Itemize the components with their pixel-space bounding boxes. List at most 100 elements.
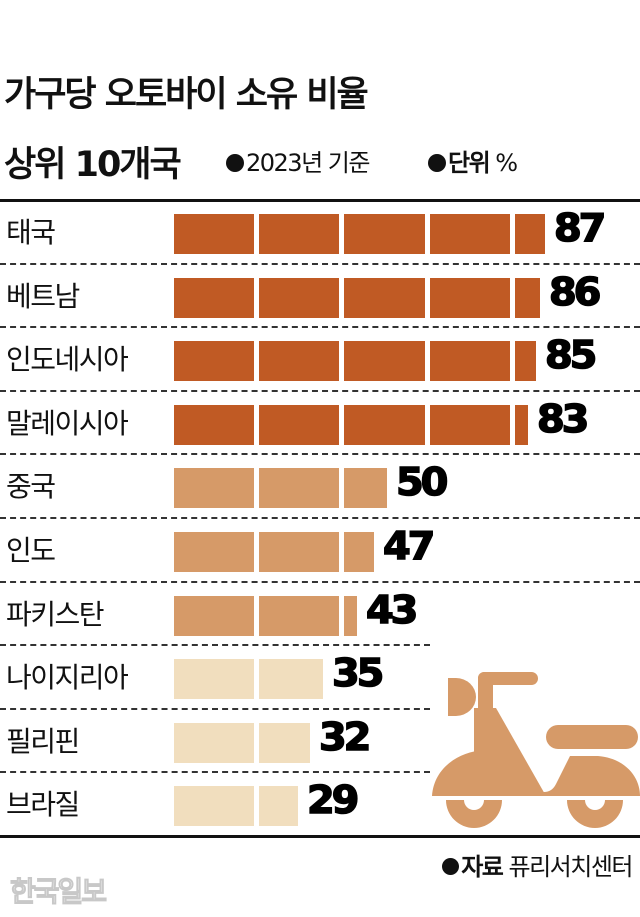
row-divider xyxy=(0,771,430,774)
bar xyxy=(174,341,537,382)
bar xyxy=(174,468,387,509)
bar-row: 인도 47 xyxy=(0,519,640,583)
bar-segment xyxy=(174,722,255,763)
bar-segment xyxy=(429,277,510,318)
row-divider xyxy=(0,644,430,647)
bar-row: 중국 50 xyxy=(0,455,640,519)
bar-segment xyxy=(259,404,340,445)
bar xyxy=(174,786,298,827)
bar xyxy=(174,404,528,445)
legend-unit: 단위 % xyxy=(428,143,518,178)
bullet-icon xyxy=(226,154,244,172)
bar-segment xyxy=(259,659,324,700)
source-note: 자료 퓨리서치센터 xyxy=(442,847,634,882)
row-divider xyxy=(0,389,640,392)
bar-row: 파키스탄 43 xyxy=(0,583,640,647)
bar xyxy=(174,595,358,636)
value-label: 83 xyxy=(536,396,590,442)
legend-base-year-text: 2023년 기준 xyxy=(246,149,370,177)
bar-segment xyxy=(174,659,255,700)
chart-title-line1: 가구당 오토바이 소유 비율 xyxy=(4,75,369,115)
country-label: 브라질 xyxy=(6,788,80,822)
value-label: 87 xyxy=(553,205,607,251)
country-label: 말레이시아 xyxy=(6,406,129,440)
country-label: 인도네시아 xyxy=(6,343,129,377)
bar-segment xyxy=(344,341,425,382)
bar-row: 말레이시아 83 xyxy=(0,392,640,456)
bar-segment xyxy=(429,214,510,254)
bar-segment xyxy=(259,277,340,318)
value-label: 43 xyxy=(365,587,419,633)
row-divider xyxy=(0,453,640,456)
value-label: 50 xyxy=(395,460,449,506)
bullet-icon xyxy=(428,154,446,172)
bar-row: 나이지리아 35 xyxy=(0,646,640,710)
bar-row: 태국 87 xyxy=(0,201,640,265)
bar-segment xyxy=(174,786,255,827)
value-label: 32 xyxy=(319,714,373,760)
bar-segment xyxy=(174,532,255,572)
bar-segment xyxy=(174,214,255,254)
bar-segment xyxy=(514,214,545,254)
bar xyxy=(174,659,324,700)
row-divider xyxy=(0,516,640,519)
country-label: 태국 xyxy=(6,216,56,249)
bar-segment xyxy=(429,341,510,382)
bar-row: 필리핀 32 xyxy=(0,710,640,774)
bar-segment xyxy=(259,341,340,382)
bottom-rule xyxy=(0,835,640,838)
value-label: 86 xyxy=(549,269,603,315)
bar-segment xyxy=(259,722,311,763)
bar xyxy=(174,532,375,572)
country-label: 중국 xyxy=(6,470,56,504)
bar-segment xyxy=(259,595,340,636)
row-divider xyxy=(0,262,640,265)
country-label: 필리핀 xyxy=(6,724,80,758)
bar-segment xyxy=(344,214,425,254)
bar-segment xyxy=(259,214,340,254)
country-label: 파키스탄 xyxy=(6,597,105,631)
bar-segment xyxy=(344,595,358,636)
bar-row: 브라질 29 xyxy=(0,773,640,837)
source-text: 퓨리서치센터 xyxy=(502,853,634,881)
bar-segment xyxy=(174,341,255,382)
value-label: 47 xyxy=(382,523,436,569)
bar-segment xyxy=(514,341,537,382)
row-divider xyxy=(0,707,430,710)
bar-segment xyxy=(344,277,425,318)
source-label: 자료 xyxy=(461,853,504,881)
country-label: 나이지리아 xyxy=(6,661,129,695)
bar-segment xyxy=(174,595,255,636)
legend-unit-label: 단위 xyxy=(448,149,491,177)
bar-segment xyxy=(259,532,340,572)
bar-segment xyxy=(344,404,425,445)
top-rule xyxy=(0,199,640,202)
bullet-icon xyxy=(442,858,460,875)
bar xyxy=(174,214,545,254)
row-divider xyxy=(0,580,640,583)
value-label: 85 xyxy=(544,332,598,378)
bar xyxy=(174,722,311,763)
bar-segment xyxy=(174,468,255,509)
bar-row: 인도네시아 85 xyxy=(0,328,640,392)
country-label: 인도 xyxy=(6,534,56,567)
bar-segment xyxy=(344,532,375,572)
bar xyxy=(174,277,541,318)
legend-base-year: 2023년 기준 xyxy=(226,143,370,178)
bar-segment xyxy=(174,277,255,318)
value-label: 35 xyxy=(331,650,385,696)
chart-title-line2: 상위 10개국 xyxy=(4,145,182,185)
bar-segment xyxy=(259,468,340,509)
bar-segment xyxy=(259,786,298,827)
bar-segment xyxy=(429,404,510,445)
scooter-icon xyxy=(432,672,640,828)
bar-row: 베트남 86 xyxy=(0,265,640,329)
country-label: 베트남 xyxy=(6,279,80,313)
bar-segment xyxy=(344,468,387,509)
value-label: 29 xyxy=(306,778,360,824)
legend-unit-text: % xyxy=(489,149,518,177)
bar-segment xyxy=(174,404,255,445)
bar-segment xyxy=(514,404,528,445)
row-divider xyxy=(0,326,640,329)
publisher-watermark: 한국일보 xyxy=(9,875,107,909)
